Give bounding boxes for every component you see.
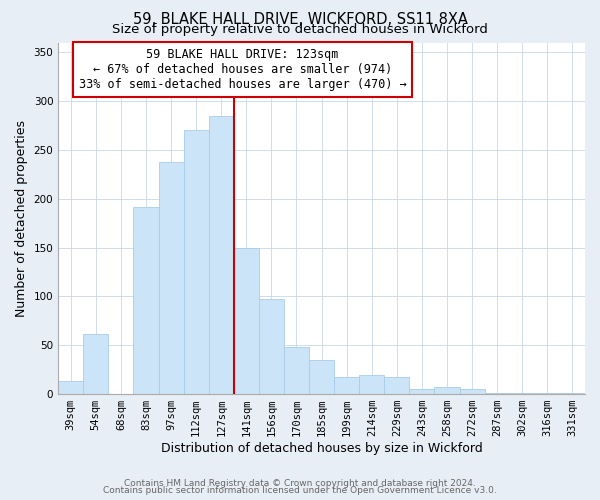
Bar xyxy=(460,389,485,394)
Text: Size of property relative to detached houses in Wickford: Size of property relative to detached ho… xyxy=(112,24,488,36)
Y-axis label: Number of detached properties: Number of detached properties xyxy=(15,120,28,317)
Bar xyxy=(535,393,560,394)
Bar xyxy=(83,334,109,394)
X-axis label: Distribution of detached houses by size in Wickford: Distribution of detached houses by size … xyxy=(161,442,482,455)
Bar xyxy=(434,387,460,394)
Bar xyxy=(284,347,309,394)
Bar xyxy=(209,116,234,394)
Bar xyxy=(510,393,535,394)
Bar xyxy=(309,360,334,394)
Bar xyxy=(184,130,209,394)
Bar xyxy=(385,376,409,394)
Bar xyxy=(334,376,359,394)
Bar xyxy=(259,300,284,394)
Bar xyxy=(485,393,510,394)
Bar xyxy=(58,382,83,394)
Text: Contains public sector information licensed under the Open Government Licence v3: Contains public sector information licen… xyxy=(103,486,497,495)
Bar xyxy=(234,248,259,394)
Text: 59, BLAKE HALL DRIVE, WICKFORD, SS11 8XA: 59, BLAKE HALL DRIVE, WICKFORD, SS11 8XA xyxy=(133,12,467,26)
Text: 59 BLAKE HALL DRIVE: 123sqm
← 67% of detached houses are smaller (974)
33% of se: 59 BLAKE HALL DRIVE: 123sqm ← 67% of det… xyxy=(79,48,406,91)
Bar xyxy=(409,389,434,394)
Bar xyxy=(359,374,385,394)
Text: Contains HM Land Registry data © Crown copyright and database right 2024.: Contains HM Land Registry data © Crown c… xyxy=(124,478,476,488)
Bar xyxy=(560,393,585,394)
Bar xyxy=(158,162,184,394)
Bar xyxy=(133,206,158,394)
